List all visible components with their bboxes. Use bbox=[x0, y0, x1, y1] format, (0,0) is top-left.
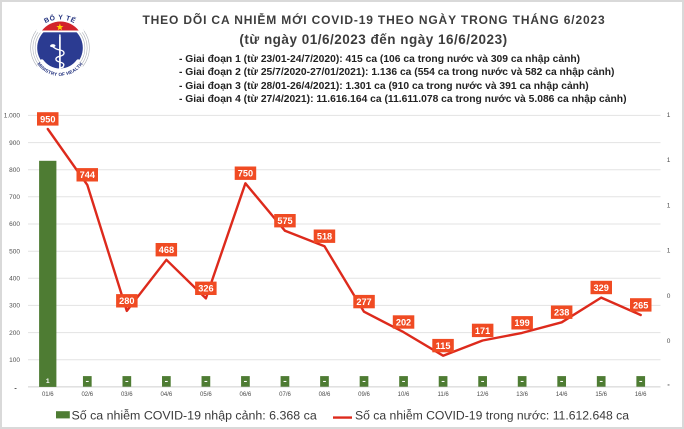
svg-text:14/6: 14/6 bbox=[556, 392, 568, 398]
svg-text:100: 100 bbox=[9, 357, 20, 364]
svg-text:744: 744 bbox=[80, 170, 96, 180]
svg-text:1: 1 bbox=[667, 157, 671, 164]
svg-text:750: 750 bbox=[238, 169, 253, 179]
svg-text:08/6: 08/6 bbox=[319, 392, 331, 398]
svg-text:300: 300 bbox=[9, 303, 20, 310]
svg-text:13/6: 13/6 bbox=[516, 392, 528, 398]
svg-text:200: 200 bbox=[9, 330, 20, 337]
svg-text:16/6: 16/6 bbox=[635, 392, 647, 398]
svg-text:238: 238 bbox=[554, 308, 569, 318]
svg-text:500: 500 bbox=[9, 248, 20, 255]
svg-text:326: 326 bbox=[198, 284, 213, 294]
svg-text:1: 1 bbox=[667, 248, 671, 255]
svg-text:277: 277 bbox=[356, 297, 371, 307]
svg-text:11/6: 11/6 bbox=[437, 392, 449, 398]
svg-text:1: 1 bbox=[46, 378, 50, 385]
svg-text:518: 518 bbox=[317, 232, 332, 242]
svg-text:329: 329 bbox=[594, 283, 609, 293]
svg-text:400: 400 bbox=[9, 276, 20, 283]
svg-text:700: 700 bbox=[9, 194, 20, 201]
svg-text:12/6: 12/6 bbox=[477, 392, 489, 398]
svg-text:171: 171 bbox=[475, 326, 490, 336]
svg-text:07/6: 07/6 bbox=[279, 392, 291, 398]
svg-text:05/6: 05/6 bbox=[200, 392, 212, 398]
svg-text:09/6: 09/6 bbox=[358, 392, 370, 398]
svg-text:0: 0 bbox=[667, 338, 671, 345]
svg-text:280: 280 bbox=[119, 296, 134, 306]
svg-text:01/6: 01/6 bbox=[42, 392, 54, 398]
svg-text:0: 0 bbox=[667, 293, 671, 300]
svg-text:950: 950 bbox=[40, 114, 55, 124]
svg-text:800: 800 bbox=[9, 167, 20, 174]
svg-text:06/6: 06/6 bbox=[240, 392, 252, 398]
svg-text:575: 575 bbox=[277, 216, 292, 226]
svg-text:Số ca nhiễm COVID-19 nhập cảnh: Số ca nhiễm COVID-19 nhập cảnh: 6.368 ca bbox=[72, 409, 317, 423]
svg-text:265: 265 bbox=[633, 300, 648, 310]
svg-text:1: 1 bbox=[667, 112, 671, 119]
svg-text:115: 115 bbox=[436, 341, 451, 351]
svg-text:202: 202 bbox=[396, 317, 411, 327]
svg-text:468: 468 bbox=[159, 245, 174, 255]
svg-text:900: 900 bbox=[9, 140, 20, 147]
svg-text:15/6: 15/6 bbox=[595, 392, 607, 398]
svg-text:600: 600 bbox=[9, 221, 20, 228]
svg-text:1: 1 bbox=[667, 202, 671, 209]
svg-text:03/6: 03/6 bbox=[121, 392, 133, 398]
svg-text:02/6: 02/6 bbox=[81, 392, 93, 398]
svg-text:1.000: 1.000 bbox=[4, 113, 21, 120]
svg-text:Số ca nhiễm COVID-19 trong nướ: Số ca nhiễm COVID-19 trong nước: 11.612.… bbox=[355, 409, 629, 423]
svg-text:10/6: 10/6 bbox=[398, 392, 410, 398]
svg-text:04/6: 04/6 bbox=[161, 392, 173, 398]
svg-text:199: 199 bbox=[514, 318, 529, 328]
